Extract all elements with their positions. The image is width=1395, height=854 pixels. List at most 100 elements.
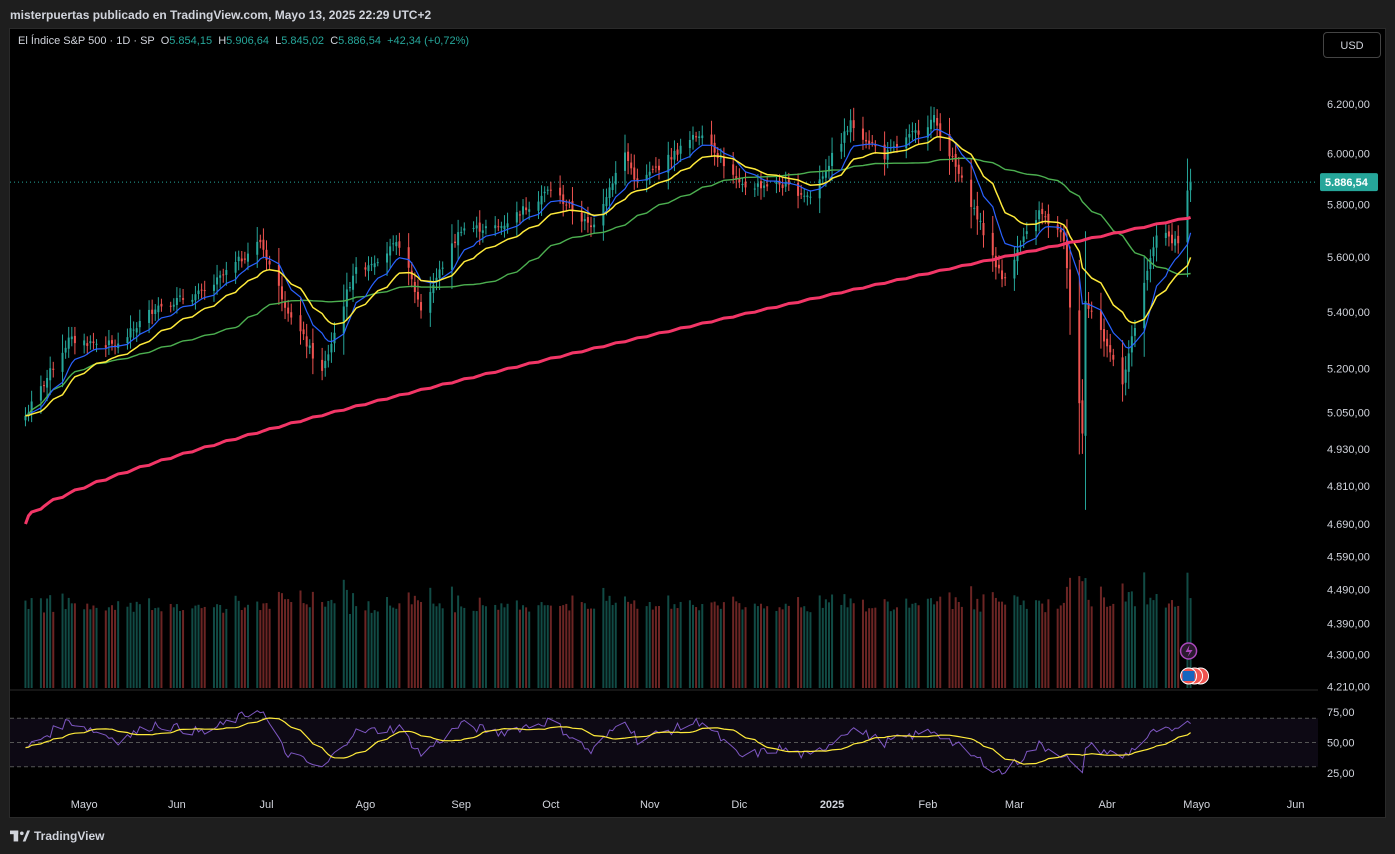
candle [475,225,478,229]
moving-averages [24,128,1192,525]
volume-bar [624,596,627,688]
candle [571,201,574,212]
candle [667,154,670,173]
candle [262,239,265,250]
volume-bar [540,602,543,688]
volume-bar [376,611,379,688]
volume-bar [784,603,787,688]
candle [305,336,308,347]
volume-bar [1069,577,1072,688]
candle [321,359,324,371]
volume-bar [515,600,518,688]
volume-bar [457,595,460,688]
volume-bar [324,606,327,688]
candle [778,180,781,185]
volume-bar [420,601,423,688]
volume-bar [590,608,593,688]
volume-bar [1121,583,1124,688]
volume-bar [416,600,419,688]
candle [559,187,562,196]
price-tick-label: 5.200,00 [1327,364,1370,376]
volume-bar [1001,601,1004,688]
candle [500,226,503,228]
volume-bar [182,610,185,688]
volume-bar [305,604,308,688]
volume-bar [667,595,670,688]
volume-bar [775,610,778,688]
volume-bar [1099,586,1102,688]
volume-bar [330,599,333,688]
volume-bar [299,590,302,688]
candle [744,181,747,188]
volume-bar [110,605,113,688]
candle [367,265,370,272]
candle [392,243,395,245]
candle [766,184,769,187]
candle [1186,190,1189,243]
tradingview-logo[interactable]: TradingView [10,829,104,843]
candle [1041,208,1044,215]
candle [827,165,830,172]
candles [24,106,1192,510]
candle [991,232,994,256]
volume-bar [593,608,596,688]
volume-bar [806,611,809,688]
candle [540,195,543,205]
candle [549,189,552,191]
candle [673,150,676,160]
candle [562,194,565,204]
candle [759,181,762,189]
candle [345,289,348,307]
candle [1022,236,1025,243]
volume-bar [691,604,694,688]
candle [1087,303,1090,309]
volume-bar [580,602,583,688]
candle [951,156,954,158]
candle [648,171,651,176]
candle [460,231,463,233]
candle [212,284,215,291]
volume-bar [432,603,435,688]
volume-bar [70,603,73,688]
volume-bar [157,607,160,688]
candle [157,305,160,313]
volume-bar [42,612,45,688]
chart-frame[interactable] [9,28,1386,818]
candle [333,332,336,344]
close-value: 5.886,54 [338,35,381,47]
volume-bar [698,610,701,688]
volume-bar [24,600,27,688]
volume-bar [933,604,936,688]
candle [970,179,973,207]
volume-bar [1146,604,1149,688]
candle [49,368,52,381]
candle [679,145,682,154]
candle [454,241,457,243]
candle [738,178,741,183]
time-tick-label: Ago [356,799,376,811]
candle [580,212,583,222]
volume-bar [886,601,889,688]
candle [1065,240,1068,269]
candle [1044,216,1047,218]
candle [1004,277,1007,279]
candle [398,241,401,248]
candle [926,127,929,138]
volume-bar [1174,606,1177,688]
candle [497,226,500,228]
volume-bar [695,607,698,688]
currency-button[interactable]: USD [1323,32,1381,58]
volume-bar [831,594,834,688]
candle [735,176,738,180]
candle [1081,400,1084,434]
candle [979,220,982,222]
volume-bar [994,597,997,688]
candle [710,134,713,146]
volume-bar [160,611,163,688]
candle [138,320,141,328]
volume-bar [611,605,614,688]
candle [1103,329,1106,342]
volume-bar [939,596,942,688]
candle [135,328,138,333]
